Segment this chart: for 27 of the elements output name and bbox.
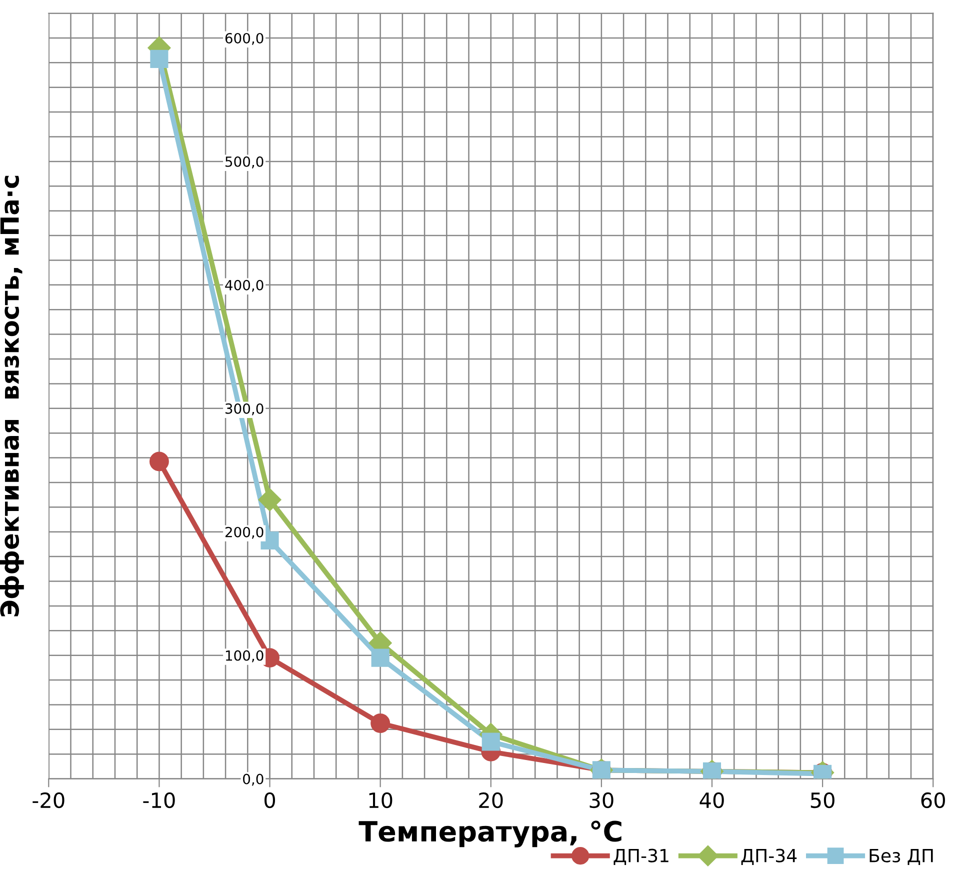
x-tick-label: 20 (479, 792, 503, 808)
x-tick-label: -10 (143, 792, 175, 808)
point (370, 714, 390, 733)
point (150, 50, 168, 68)
x-tick-label: 40 (700, 792, 724, 808)
y-tick-label: 300,0 (226, 403, 264, 416)
y-tick-label: 200,0 (225, 526, 264, 539)
y-tick-label: 100,0 (226, 650, 264, 662)
legend-label: ДП-31 (614, 848, 668, 865)
point (149, 452, 169, 472)
x-tick-label: 30 (590, 792, 614, 808)
y-tick-label: 400,0 (225, 280, 264, 292)
x-axis-title: Температура, °C (358, 820, 622, 848)
x-tick-label: 50 (810, 792, 834, 808)
y-tick-label: 500,0 (226, 156, 264, 168)
y-tick-label: 600,0 (225, 32, 264, 45)
x-tick-label: 10 (369, 792, 392, 808)
point (258, 488, 282, 512)
x-tick-label: 0 (264, 792, 276, 808)
y-axis-title: Эффективная вязкость, мПа·с (0, 176, 24, 616)
point (371, 648, 390, 667)
y-tick-label: 0,0 (243, 774, 264, 786)
x-tick-label: 60 (921, 792, 945, 808)
x-tick-label: -20 (32, 792, 64, 808)
point (482, 732, 500, 751)
legend-label: Без ДП (870, 848, 933, 865)
legend-label: ДП-34 (741, 848, 797, 865)
